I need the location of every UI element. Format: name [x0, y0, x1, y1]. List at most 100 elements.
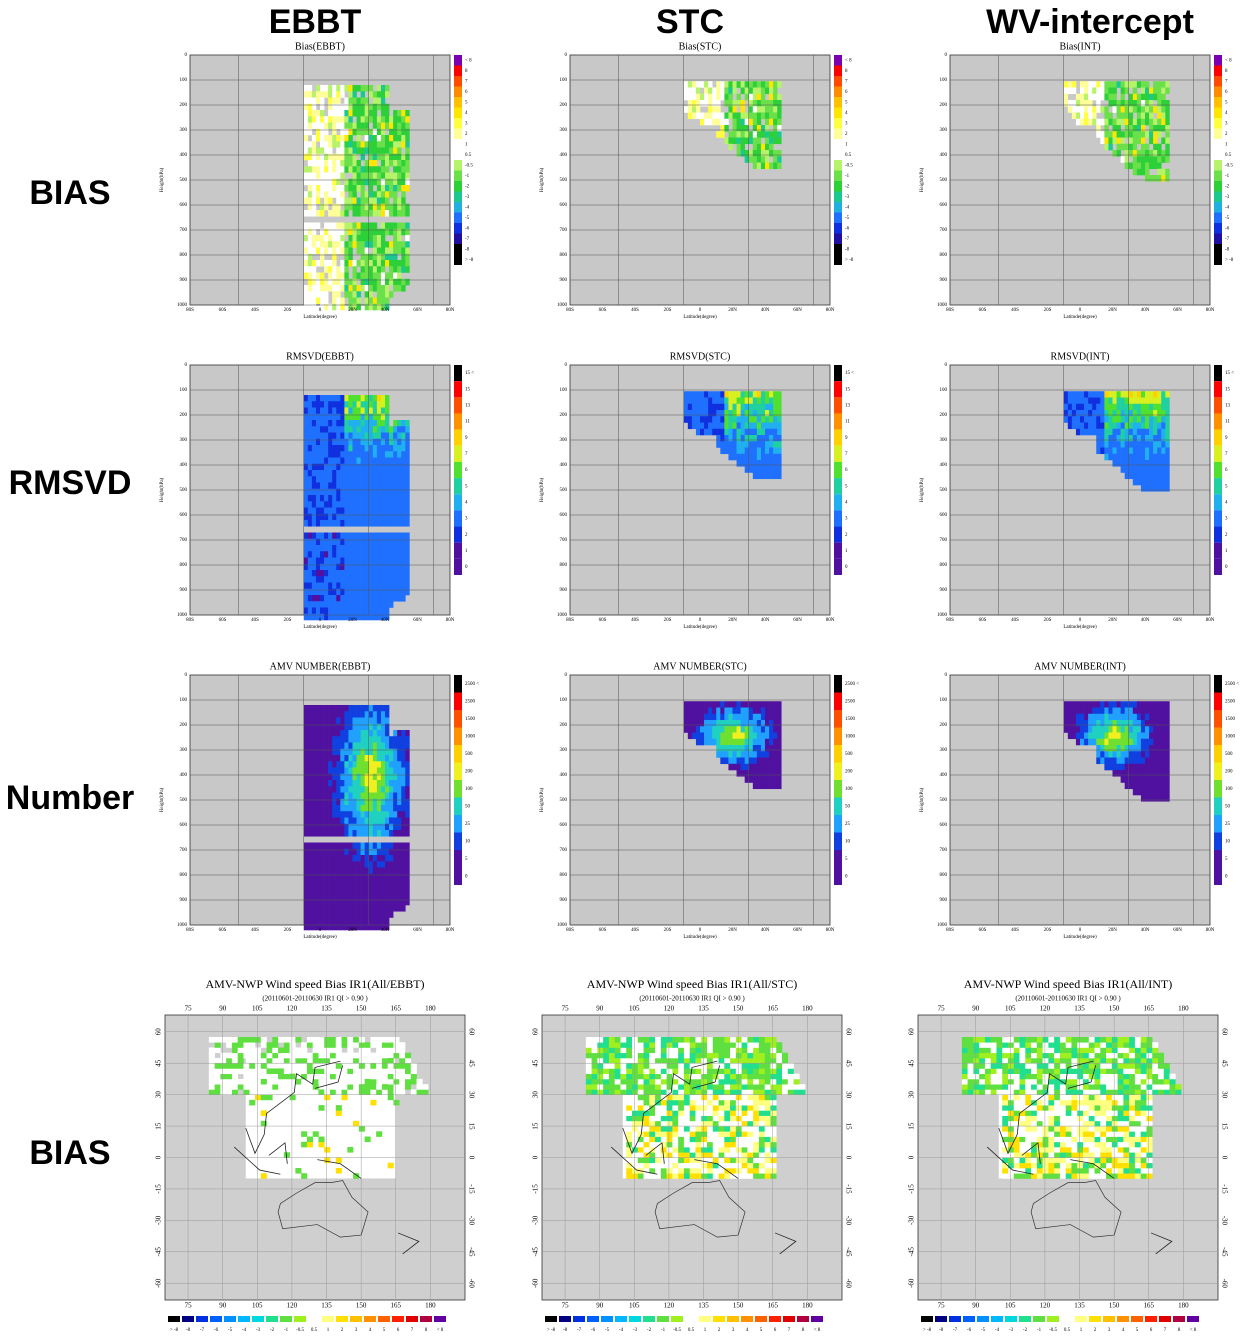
heatmap-cell	[745, 720, 749, 727]
heatmap-cell	[1161, 720, 1165, 727]
heatmap-cell	[336, 464, 340, 471]
heatmap-cell	[312, 433, 316, 440]
heatmap-cell	[1117, 410, 1121, 417]
heatmap-cell	[348, 401, 352, 408]
heatmap-cell	[401, 886, 405, 893]
colorbar-swatch	[454, 559, 462, 575]
heatmap-cell	[377, 761, 381, 768]
heatmap-cell	[1068, 404, 1072, 411]
map-cell	[324, 1079, 330, 1085]
heatmap-cell	[332, 564, 336, 571]
heatmap-cell	[324, 260, 328, 267]
heatmap-cell	[389, 793, 393, 800]
map-cell	[284, 1053, 290, 1059]
heatmap-cell	[348, 830, 352, 837]
heatmap-cell	[373, 576, 377, 583]
heatmap-cell	[385, 148, 389, 155]
heatmap-cell	[324, 780, 328, 787]
heatmap-cell	[777, 441, 781, 448]
heatmap-cell	[765, 460, 769, 467]
heatmap-cell	[1133, 733, 1137, 740]
heatmap-cell	[308, 401, 312, 408]
heatmap-cell	[381, 849, 385, 856]
heatmap-cell	[1104, 113, 1108, 120]
heatmap-cell	[365, 576, 369, 583]
heatmap-cell	[328, 439, 332, 446]
heatmap-cell	[393, 743, 397, 750]
heatmap-cell	[745, 764, 749, 771]
heatmap-cell	[724, 448, 728, 455]
heatmap-cell	[320, 786, 324, 793]
heatmap-cell	[684, 701, 688, 708]
colorbar-label: 3	[1225, 121, 1228, 126]
heatmap-cell	[749, 441, 753, 448]
heatmap-cell	[737, 726, 741, 733]
heatmap-cell	[312, 911, 316, 918]
heatmap-cell	[377, 843, 381, 850]
heatmap-cell	[385, 248, 389, 255]
heatmap-cell	[304, 905, 308, 912]
heatmap-cell	[741, 119, 745, 126]
heatmap-cell	[353, 185, 357, 192]
heatmap-cell	[397, 861, 401, 868]
colorbar-label: 9	[845, 436, 848, 441]
heatmap-cell	[1104, 720, 1108, 727]
heatmap-cell	[336, 843, 340, 850]
heatmap-cell	[336, 476, 340, 483]
colorbar-label: -1	[845, 174, 850, 179]
heatmap-cell	[692, 398, 696, 405]
heatmap-cell	[365, 918, 369, 925]
heatmap-cell	[724, 758, 728, 765]
heatmap-cell	[324, 395, 328, 402]
heatmap-cell	[312, 811, 316, 818]
heatmap-cell	[365, 179, 369, 186]
map-cell	[290, 1047, 296, 1053]
heatmap-cell	[340, 718, 344, 725]
heatmap-cell	[381, 173, 385, 180]
heatmap-cell	[405, 589, 409, 596]
heatmap-cell	[708, 726, 712, 733]
heatmap-cell	[741, 720, 745, 727]
heatmap-cell	[381, 401, 385, 408]
heatmap-cell	[393, 135, 397, 142]
heatmap-cell	[401, 799, 405, 806]
heatmap-cell	[312, 235, 316, 242]
heatmap-cell	[312, 223, 316, 230]
heatmap-cell	[1141, 416, 1145, 423]
heatmap-cell	[353, 489, 357, 496]
heatmap-cell	[353, 235, 357, 242]
heatmap-cell	[377, 589, 381, 596]
heatmap-cell	[777, 163, 781, 170]
heatmap-cell	[745, 758, 749, 765]
heatmap-cell	[385, 179, 389, 186]
heatmap-cell	[1113, 391, 1117, 398]
heatmap-cell	[1165, 150, 1169, 157]
heatmap-cell	[348, 433, 352, 440]
heatmap-cell	[312, 893, 316, 900]
map-cell	[313, 1063, 319, 1069]
heatmap-cell	[312, 743, 316, 750]
heatmap-cell	[344, 749, 348, 756]
heatmap-cell	[712, 720, 716, 727]
heatmap-cell	[393, 116, 397, 123]
heatmap-cell	[369, 433, 373, 440]
heatmap-cell	[332, 824, 336, 831]
heatmap-cell	[688, 398, 692, 405]
heatmap-cell	[361, 539, 365, 546]
heatmap-cell	[1149, 138, 1153, 145]
heatmap-cell	[332, 905, 336, 912]
heatmap-cell	[1145, 454, 1149, 461]
heatmap-cell	[393, 730, 397, 737]
heatmap-cell	[361, 451, 365, 458]
heatmap-cell	[393, 439, 397, 446]
heatmap-cell	[393, 818, 397, 825]
heatmap-cell	[1141, 701, 1145, 708]
heatmap-cell	[308, 830, 312, 837]
heatmap-cell	[1129, 138, 1133, 145]
heatmap-cell	[1113, 764, 1117, 771]
heatmap-cell	[348, 123, 352, 130]
heatmap-cell	[369, 104, 373, 111]
heatmap-cell	[340, 705, 344, 712]
heatmap-cell	[1161, 398, 1165, 405]
heatmap-cell	[728, 138, 732, 145]
